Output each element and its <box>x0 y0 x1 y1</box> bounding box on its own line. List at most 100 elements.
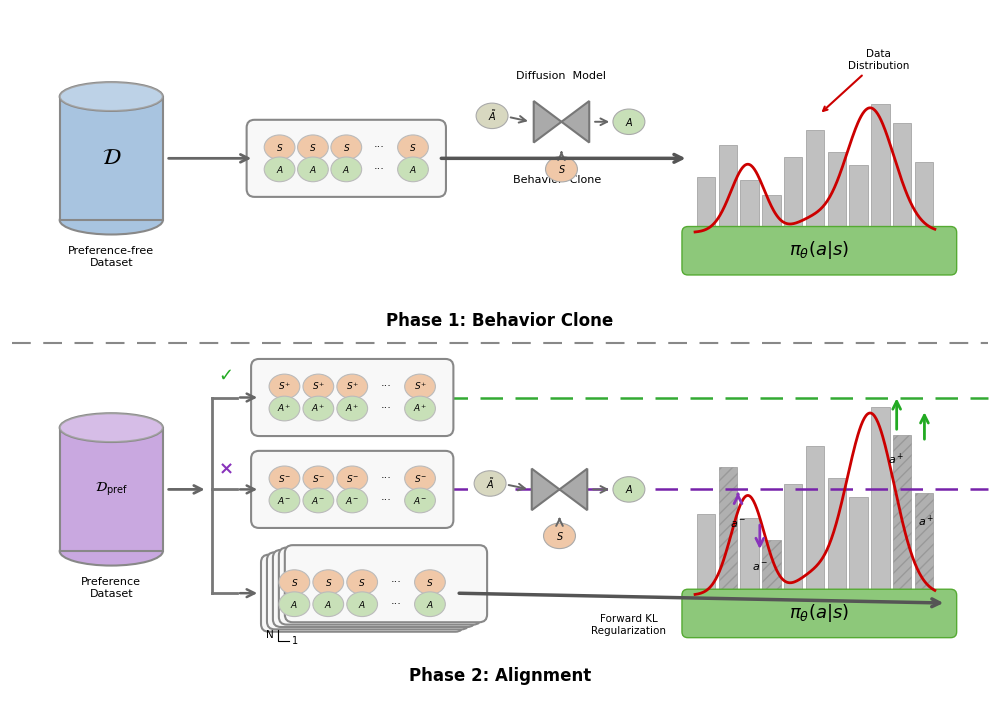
Text: Diffusion  Model: Diffusion Model <box>516 71 606 81</box>
Ellipse shape <box>298 157 328 182</box>
Text: $S^{+}$: $S^{+}$ <box>414 380 427 392</box>
Text: $A$: $A$ <box>324 599 332 610</box>
Bar <box>915 493 933 595</box>
Text: ···: ··· <box>391 577 401 587</box>
Ellipse shape <box>405 396 435 421</box>
Ellipse shape <box>337 396 368 421</box>
Ellipse shape <box>405 374 435 399</box>
Text: $A$: $A$ <box>358 599 366 610</box>
Text: $A^{-}$: $A^{-}$ <box>311 495 325 506</box>
Text: $A$: $A$ <box>309 164 317 175</box>
Bar <box>871 104 890 232</box>
Text: Preference
Dataset: Preference Dataset <box>81 577 141 599</box>
Text: $S^{-}$: $S^{-}$ <box>414 473 427 484</box>
Text: $S$: $S$ <box>426 577 434 588</box>
Text: $\pi_{\theta}(a|s)$: $\pi_{\theta}(a|s)$ <box>789 602 849 624</box>
Text: Behavior  Clone: Behavior Clone <box>513 175 602 185</box>
Ellipse shape <box>347 570 378 594</box>
Ellipse shape <box>613 109 645 134</box>
Text: $A$: $A$ <box>276 164 284 175</box>
Bar <box>871 407 890 595</box>
Ellipse shape <box>60 82 163 111</box>
Polygon shape <box>560 469 587 510</box>
Bar <box>915 162 933 232</box>
Text: $\mathcal{D}$: $\mathcal{D}$ <box>102 147 121 169</box>
Bar <box>697 177 715 232</box>
Text: $\tilde{A}$: $\tilde{A}$ <box>488 108 496 123</box>
Text: Phase 2: Alignment: Phase 2: Alignment <box>409 667 591 685</box>
Text: $A^{-}$: $A^{-}$ <box>345 495 359 506</box>
Text: N: N <box>266 630 274 640</box>
FancyBboxPatch shape <box>251 451 453 528</box>
Text: ×: × <box>219 461 234 479</box>
Ellipse shape <box>337 374 368 399</box>
Ellipse shape <box>264 157 295 182</box>
Ellipse shape <box>269 374 300 399</box>
FancyBboxPatch shape <box>251 359 453 436</box>
Text: $A$: $A$ <box>342 164 350 175</box>
Text: $S$: $S$ <box>309 141 317 153</box>
Text: $S^{+}$: $S^{+}$ <box>312 380 325 392</box>
Bar <box>806 446 824 595</box>
Text: $a^-$: $a^-$ <box>730 519 746 530</box>
Bar <box>762 195 781 232</box>
Text: $\pi_{\theta}(a|s)$: $\pi_{\theta}(a|s)$ <box>789 239 849 261</box>
Text: $A^{+}$: $A^{+}$ <box>277 402 291 415</box>
FancyBboxPatch shape <box>682 589 957 638</box>
Bar <box>719 145 737 232</box>
FancyBboxPatch shape <box>285 545 487 622</box>
Text: ···: ··· <box>374 164 385 174</box>
Text: Phase 1: Behavior Clone: Phase 1: Behavior Clone <box>386 312 614 331</box>
Ellipse shape <box>613 476 645 502</box>
Polygon shape <box>60 97 163 220</box>
FancyBboxPatch shape <box>261 555 463 632</box>
Text: Forward KL
Regularization: Forward KL Regularization <box>591 614 666 636</box>
Bar <box>828 478 846 595</box>
Ellipse shape <box>313 592 344 616</box>
Text: $a^+$: $a^+$ <box>918 514 935 529</box>
Ellipse shape <box>331 135 362 160</box>
Bar <box>893 435 911 595</box>
Text: $S^{-}$: $S^{-}$ <box>346 473 359 484</box>
Text: $S$: $S$ <box>343 141 350 153</box>
Bar <box>762 540 781 595</box>
Ellipse shape <box>337 466 368 491</box>
Polygon shape <box>532 469 560 510</box>
Text: ···: ··· <box>381 404 392 414</box>
Bar <box>719 467 737 595</box>
Ellipse shape <box>313 570 344 594</box>
Ellipse shape <box>405 488 435 513</box>
Ellipse shape <box>303 488 334 513</box>
Bar <box>849 497 868 595</box>
Text: ···: ··· <box>391 599 401 609</box>
Bar <box>697 514 715 595</box>
Text: $S$: $S$ <box>409 141 417 153</box>
Ellipse shape <box>60 413 163 442</box>
Ellipse shape <box>303 374 334 399</box>
Text: $S^{-}$: $S^{-}$ <box>312 473 325 484</box>
Text: $\mathcal{D}_{\mathrm{pref}}$: $\mathcal{D}_{\mathrm{pref}}$ <box>95 481 128 498</box>
Text: 1: 1 <box>292 636 298 646</box>
Text: $A$: $A$ <box>625 116 633 128</box>
Text: $S$: $S$ <box>276 141 283 153</box>
Text: $S$: $S$ <box>558 164 565 175</box>
Ellipse shape <box>269 396 300 421</box>
Bar <box>849 165 868 232</box>
Polygon shape <box>534 101 561 142</box>
Text: $S$: $S$ <box>325 577 332 588</box>
Bar <box>784 156 802 232</box>
Text: Data
Distribution: Data Distribution <box>823 49 910 111</box>
Ellipse shape <box>60 82 163 111</box>
Text: $a^+$: $a^+$ <box>888 451 905 467</box>
Text: $A^{+}$: $A^{+}$ <box>311 402 325 415</box>
Text: ···: ··· <box>374 142 385 152</box>
Ellipse shape <box>398 135 428 160</box>
Text: $A$: $A$ <box>426 599 434 610</box>
Text: $A^{-}$: $A^{-}$ <box>413 495 427 506</box>
Text: ···: ··· <box>381 474 392 483</box>
Text: $S$: $S$ <box>291 577 298 588</box>
Ellipse shape <box>415 592 445 616</box>
Ellipse shape <box>337 488 368 513</box>
Text: $\tilde{A}$: $\tilde{A}$ <box>486 476 494 491</box>
Text: $A$: $A$ <box>409 164 417 175</box>
